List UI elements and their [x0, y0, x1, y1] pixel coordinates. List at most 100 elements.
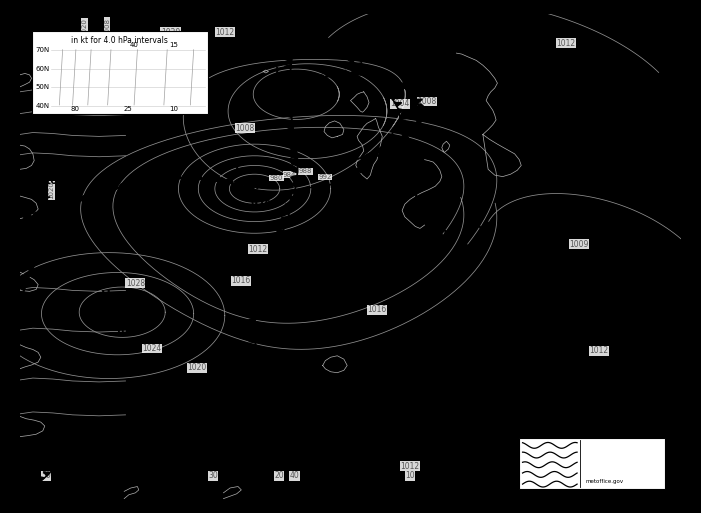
Polygon shape [367, 73, 376, 76]
Polygon shape [277, 427, 284, 431]
Polygon shape [251, 352, 258, 357]
Polygon shape [26, 486, 32, 490]
Polygon shape [268, 250, 275, 254]
Text: 1012: 1012 [248, 245, 267, 253]
Polygon shape [285, 57, 292, 62]
Polygon shape [112, 457, 121, 461]
Polygon shape [390, 96, 397, 100]
Polygon shape [203, 176, 212, 180]
Polygon shape [284, 440, 291, 444]
Polygon shape [250, 346, 257, 350]
Polygon shape [42, 238, 49, 241]
Text: 1016: 1016 [55, 225, 83, 235]
Polygon shape [313, 35, 319, 41]
Polygon shape [81, 195, 90, 201]
Polygon shape [251, 304, 258, 308]
Polygon shape [14, 306, 20, 310]
Polygon shape [380, 84, 387, 89]
Text: 1024: 1024 [142, 344, 162, 353]
Polygon shape [19, 287, 25, 290]
Text: 20: 20 [274, 471, 284, 480]
Polygon shape [306, 31, 312, 36]
Polygon shape [360, 156, 367, 161]
Polygon shape [171, 175, 181, 179]
Polygon shape [320, 40, 327, 45]
Polygon shape [301, 472, 308, 477]
Polygon shape [52, 219, 58, 223]
Text: 1016: 1016 [232, 276, 251, 285]
Polygon shape [287, 446, 294, 450]
Polygon shape [360, 70, 366, 75]
Polygon shape [27, 268, 33, 272]
Polygon shape [418, 104, 423, 110]
Polygon shape [121, 459, 129, 463]
Polygon shape [53, 206, 62, 211]
Polygon shape [287, 44, 294, 48]
Polygon shape [413, 124, 421, 128]
Polygon shape [408, 128, 414, 133]
Polygon shape [250, 311, 257, 315]
Polygon shape [268, 407, 276, 411]
Polygon shape [249, 318, 255, 322]
Polygon shape [33, 256, 39, 260]
Polygon shape [315, 187, 321, 192]
Polygon shape [43, 472, 50, 476]
Polygon shape [130, 460, 138, 463]
Polygon shape [285, 203, 292, 207]
Text: L: L [32, 139, 39, 151]
Polygon shape [289, 141, 296, 145]
Polygon shape [149, 461, 157, 464]
Polygon shape [15, 299, 21, 303]
Polygon shape [290, 182, 297, 187]
Polygon shape [350, 71, 358, 75]
Text: L: L [43, 188, 50, 201]
Polygon shape [316, 75, 325, 79]
Text: 60N: 60N [36, 66, 50, 72]
Polygon shape [30, 262, 36, 266]
Polygon shape [53, 461, 60, 465]
Polygon shape [288, 189, 295, 193]
Text: 1020: 1020 [161, 28, 180, 37]
Polygon shape [367, 157, 374, 162]
Polygon shape [261, 387, 268, 391]
Polygon shape [266, 400, 273, 404]
Polygon shape [249, 339, 256, 343]
Text: L: L [275, 66, 283, 79]
Polygon shape [293, 84, 300, 88]
Polygon shape [72, 441, 80, 446]
Polygon shape [109, 186, 119, 190]
Polygon shape [80, 445, 87, 450]
Text: 1008: 1008 [104, 18, 110, 36]
Polygon shape [280, 433, 287, 438]
Polygon shape [23, 274, 30, 278]
Text: 1028: 1028 [126, 279, 145, 288]
Text: 50: 50 [41, 471, 51, 480]
Polygon shape [291, 168, 297, 173]
Polygon shape [411, 93, 417, 98]
Polygon shape [310, 76, 315, 81]
Text: 1009: 1009 [569, 240, 588, 249]
Polygon shape [182, 174, 191, 179]
Polygon shape [39, 477, 45, 481]
Text: 1016: 1016 [367, 305, 386, 314]
Polygon shape [400, 115, 407, 120]
Polygon shape [48, 225, 55, 229]
Text: in kt for 4.0 hPa intervals: in kt for 4.0 hPa intervals [72, 36, 168, 45]
Polygon shape [324, 185, 329, 190]
Polygon shape [130, 181, 139, 185]
Polygon shape [90, 192, 100, 197]
Polygon shape [374, 149, 381, 154]
Polygon shape [88, 449, 95, 453]
Polygon shape [393, 78, 398, 84]
Polygon shape [36, 250, 43, 253]
Bar [32, 31, 208, 114]
Polygon shape [355, 168, 362, 172]
Polygon shape [394, 137, 402, 142]
Text: 1020: 1020 [48, 182, 55, 200]
Polygon shape [266, 256, 273, 261]
Polygon shape [57, 455, 64, 459]
Polygon shape [286, 120, 292, 124]
Polygon shape [259, 277, 266, 281]
Text: 1008: 1008 [235, 124, 254, 132]
Polygon shape [20, 491, 26, 495]
